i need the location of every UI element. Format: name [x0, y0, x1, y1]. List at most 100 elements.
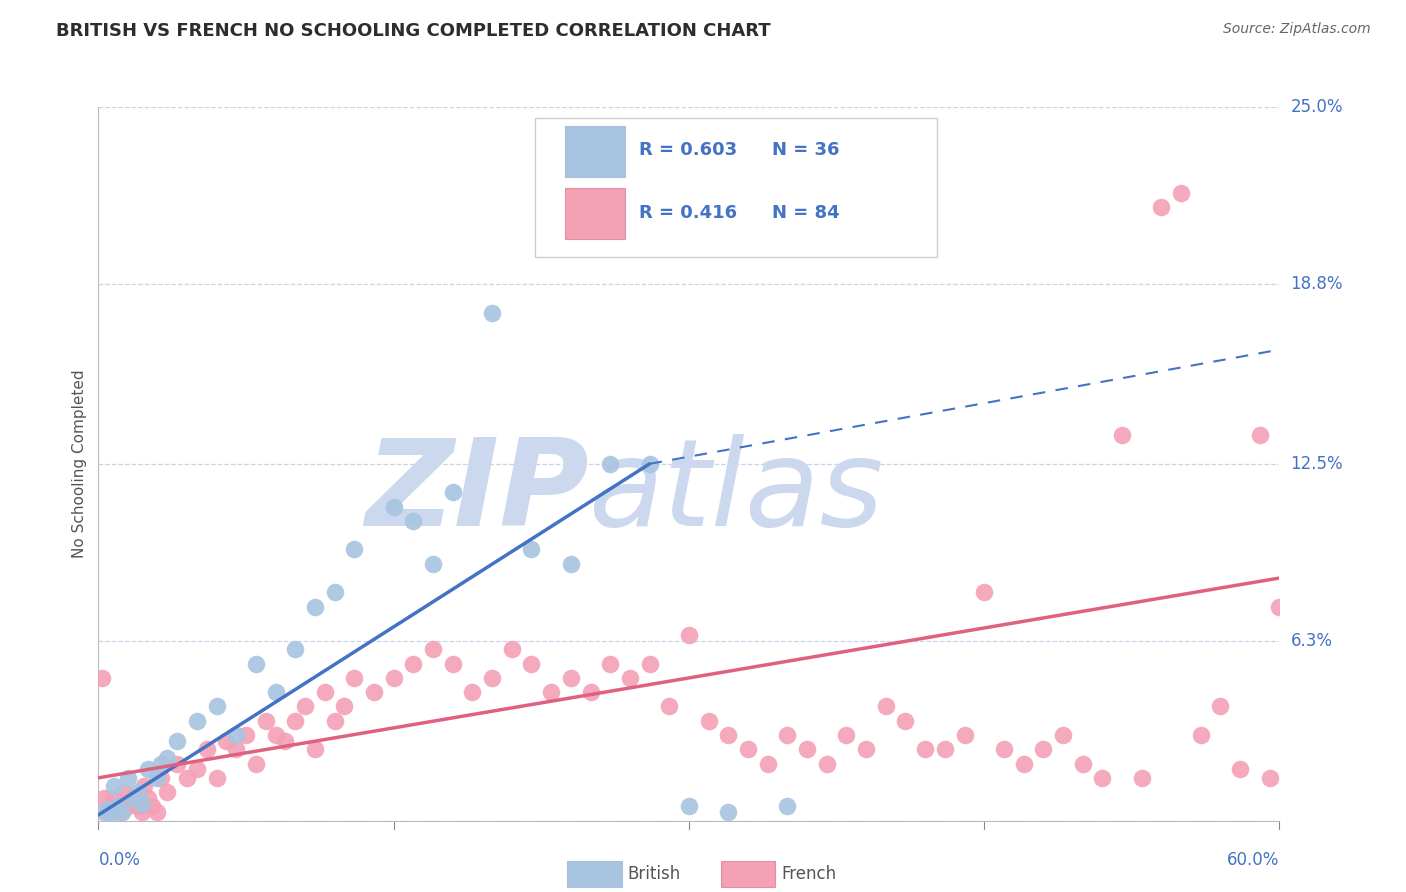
Point	[156, 751, 179, 765]
Point	[934, 742, 956, 756]
Point	[97, 805, 120, 819]
Point	[215, 733, 238, 747]
Point	[1091, 771, 1114, 785]
Point	[284, 642, 307, 657]
Point	[101, 808, 124, 822]
Point	[186, 762, 208, 776]
Point	[638, 657, 661, 671]
Point	[150, 771, 173, 785]
Point	[697, 714, 720, 728]
Text: R = 0.416: R = 0.416	[640, 203, 738, 221]
Point	[264, 685, 287, 699]
Point	[835, 728, 858, 742]
Point	[117, 799, 139, 814]
Text: 12.5%: 12.5%	[1291, 455, 1343, 473]
Point	[894, 714, 917, 728]
Point	[402, 514, 425, 528]
Text: 0.0%: 0.0%	[98, 851, 141, 869]
Point	[294, 699, 316, 714]
Point	[93, 790, 115, 805]
Point	[245, 756, 267, 771]
Text: BRITISH VS FRENCH NO SCHOOLING COMPLETED CORRELATION CHART: BRITISH VS FRENCH NO SCHOOLING COMPLETED…	[56, 22, 770, 40]
Point	[127, 799, 149, 814]
Point	[678, 799, 700, 814]
Point	[1032, 742, 1054, 756]
Point	[993, 742, 1015, 756]
Point	[1229, 762, 1251, 776]
FancyBboxPatch shape	[565, 188, 626, 239]
Point	[91, 671, 114, 685]
Point	[323, 714, 346, 728]
Point	[619, 671, 641, 685]
Point	[304, 599, 326, 614]
Text: 25.0%: 25.0%	[1291, 98, 1343, 116]
Point	[1012, 756, 1035, 771]
Point	[150, 756, 173, 771]
Point	[402, 657, 425, 671]
Point	[1150, 200, 1173, 214]
Point	[815, 756, 838, 771]
Point	[141, 799, 163, 814]
Point	[284, 714, 307, 728]
Text: French: French	[782, 865, 837, 883]
Point	[205, 771, 228, 785]
Point	[717, 728, 740, 742]
Point	[953, 728, 976, 742]
Point	[363, 685, 385, 699]
Point	[540, 685, 562, 699]
Point	[112, 785, 135, 799]
Point	[264, 728, 287, 742]
Point	[132, 780, 155, 794]
Point	[422, 642, 444, 657]
Point	[156, 785, 179, 799]
Point	[314, 685, 336, 699]
Text: N = 84: N = 84	[772, 203, 839, 221]
Text: atlas: atlas	[589, 434, 884, 551]
Point	[333, 699, 356, 714]
Point	[638, 457, 661, 471]
Point	[481, 671, 503, 685]
Point	[776, 799, 799, 814]
Text: 18.8%: 18.8%	[1291, 275, 1343, 293]
Y-axis label: No Schooling Completed: No Schooling Completed	[72, 369, 87, 558]
Point	[1130, 771, 1153, 785]
Point	[520, 657, 543, 671]
Point	[93, 805, 115, 819]
Point	[122, 790, 145, 805]
Point	[343, 542, 366, 557]
Point	[855, 742, 877, 756]
Point	[1170, 186, 1192, 200]
Point	[111, 805, 134, 819]
Point	[146, 771, 169, 785]
Point	[382, 500, 405, 514]
Point	[441, 657, 464, 671]
Point	[520, 542, 543, 557]
Point	[481, 305, 503, 319]
Point	[658, 699, 681, 714]
Point	[245, 657, 267, 671]
Point	[103, 780, 125, 794]
Point	[117, 771, 139, 785]
Point	[560, 671, 582, 685]
Text: ZIP: ZIP	[364, 434, 589, 551]
Point	[205, 699, 228, 714]
Point	[131, 805, 153, 819]
Point	[1209, 699, 1232, 714]
FancyBboxPatch shape	[565, 127, 626, 177]
FancyBboxPatch shape	[721, 862, 775, 887]
Point	[107, 799, 129, 814]
Point	[176, 771, 198, 785]
Text: 60.0%: 60.0%	[1227, 851, 1279, 869]
Point	[225, 728, 247, 742]
Point	[1052, 728, 1074, 742]
Point	[131, 797, 153, 811]
Point	[103, 790, 125, 805]
Point	[195, 742, 218, 756]
Point	[1258, 771, 1281, 785]
Point	[186, 714, 208, 728]
Point	[1071, 756, 1094, 771]
Point	[776, 728, 799, 742]
Text: N = 36: N = 36	[772, 141, 839, 159]
Point	[304, 742, 326, 756]
Point	[560, 557, 582, 571]
